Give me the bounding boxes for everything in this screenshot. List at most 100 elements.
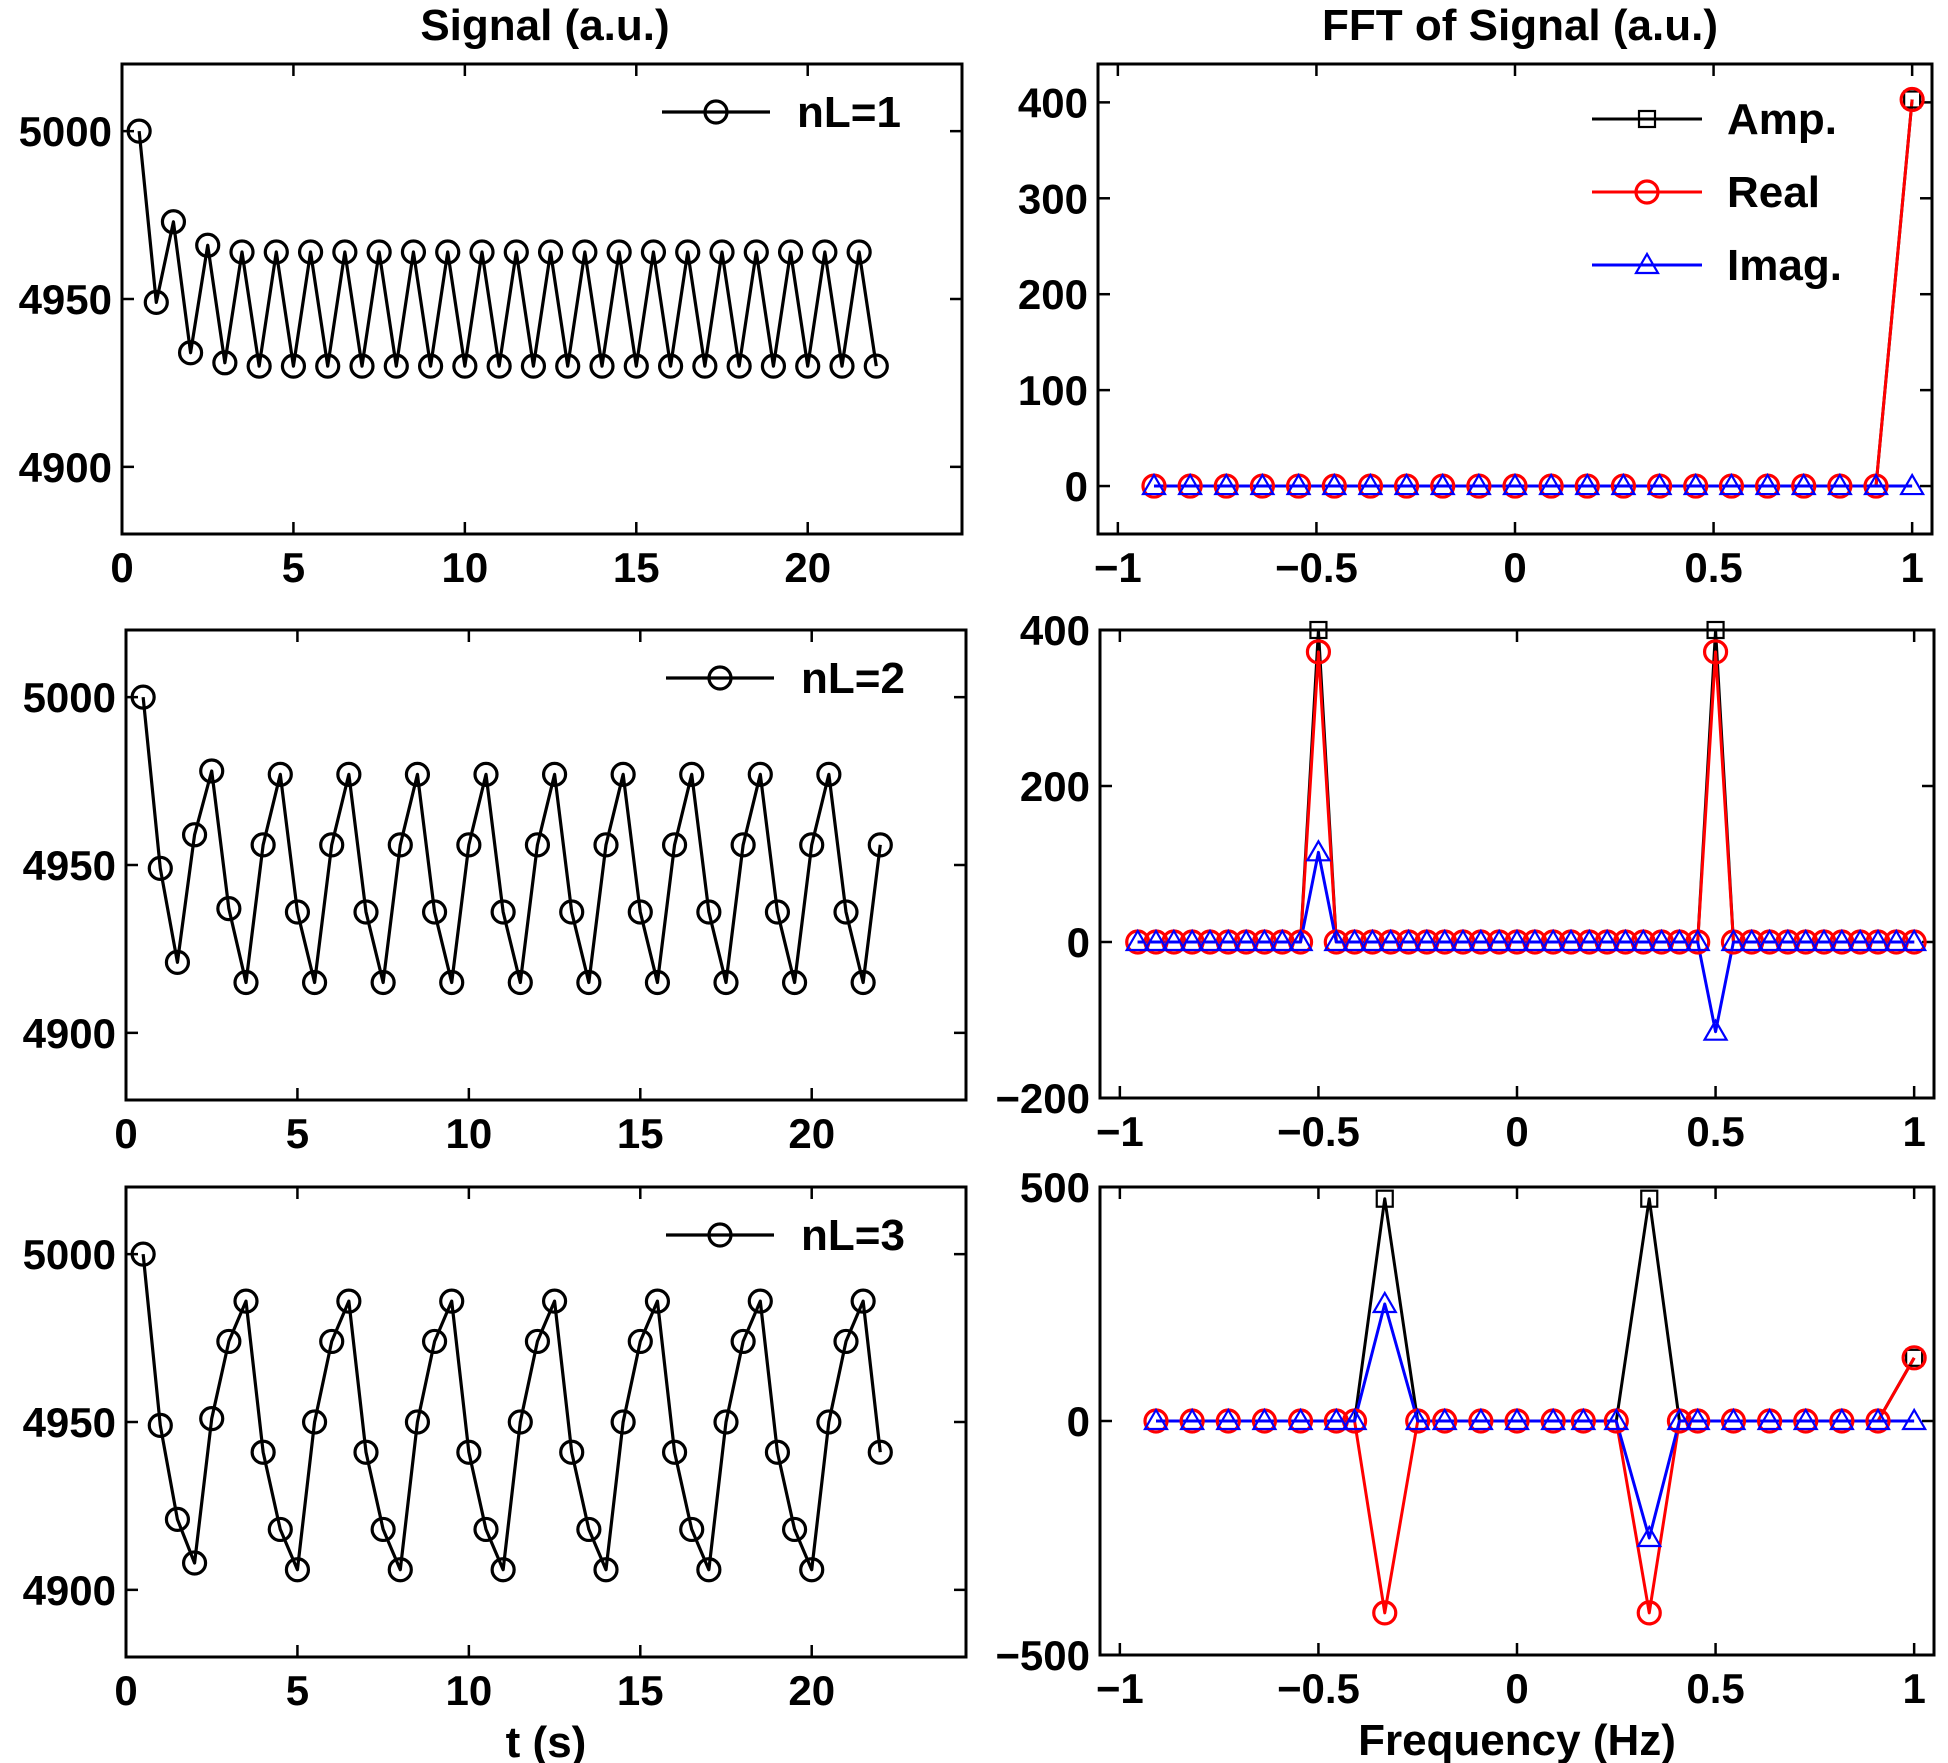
y-tick-label: −200 bbox=[995, 1075, 1090, 1122]
data-point bbox=[644, 969, 671, 996]
data-point-Imag. bbox=[1213, 472, 1240, 496]
data-point bbox=[319, 1328, 345, 1355]
panel-fft3: −1 −0.5 0 0.5 1 −500 0 500 Frequency (Hz) bbox=[995, 1164, 1936, 1763]
x-tick-label: 0 bbox=[114, 1110, 137, 1157]
y-tick-label: 500 bbox=[1020, 1164, 1090, 1211]
data-point-Imag. bbox=[1646, 472, 1673, 496]
data-point bbox=[537, 239, 564, 265]
y-tick-label: 4950 bbox=[23, 1399, 116, 1446]
data-point bbox=[850, 969, 876, 996]
data-point-Imag. bbox=[1141, 472, 1167, 496]
data-point-Imag. bbox=[1666, 1407, 1693, 1431]
x-tick-label: 20 bbox=[788, 1667, 835, 1714]
y-tick-label: 5000 bbox=[23, 1231, 116, 1278]
data-point-Imag. bbox=[1177, 472, 1204, 496]
legend-marker bbox=[1634, 251, 1660, 275]
data-point bbox=[777, 239, 804, 265]
series-line-Real bbox=[1155, 1357, 1916, 1615]
data-point bbox=[421, 899, 448, 925]
data-point bbox=[250, 1439, 276, 1465]
series-line-Real bbox=[1137, 650, 1915, 944]
data-point bbox=[640, 239, 667, 265]
axes-box bbox=[1098, 628, 1936, 1100]
y-tick-label: 300 bbox=[1018, 175, 1088, 222]
data-point bbox=[319, 832, 345, 858]
x-tick-label: −1 bbox=[1096, 1665, 1144, 1712]
data-point bbox=[867, 832, 893, 858]
data-point bbox=[623, 353, 649, 379]
y-tick-label: 400 bbox=[1020, 607, 1090, 654]
data-point bbox=[781, 969, 808, 996]
x-tick-label: 0.5 bbox=[1684, 544, 1742, 591]
data-point bbox=[524, 1328, 551, 1355]
data-point bbox=[593, 1557, 619, 1583]
data-point bbox=[713, 969, 739, 996]
data-point bbox=[867, 1439, 893, 1465]
data-point-Imag. bbox=[1826, 472, 1853, 496]
data-point-Imag. bbox=[1305, 839, 1332, 862]
data-point bbox=[366, 239, 392, 265]
data-point bbox=[833, 899, 859, 925]
data-point bbox=[606, 239, 632, 265]
x-tick-label: 0 bbox=[110, 544, 133, 591]
data-point-Imag. bbox=[1899, 472, 1926, 496]
series-line-Imag. bbox=[1137, 850, 1915, 1034]
data-point-Imag. bbox=[1179, 1407, 1206, 1431]
panel-fft1: −1 −0.5 0 0.5 1 0 100 200 300 400 Amp. Real Imag. bbox=[1018, 62, 1934, 591]
data-point bbox=[456, 1439, 482, 1465]
y-tick-label: 400 bbox=[1018, 79, 1088, 126]
data-point bbox=[229, 239, 255, 265]
data-point-Imag. bbox=[1413, 928, 1440, 952]
data-point bbox=[747, 1288, 773, 1314]
y-tick-label: 0 bbox=[1067, 1398, 1090, 1445]
data-point bbox=[576, 1516, 602, 1543]
x-tick-label: 0.5 bbox=[1686, 1108, 1744, 1155]
data-point-Imag. bbox=[1790, 472, 1817, 496]
data-point-Imag. bbox=[1811, 928, 1837, 952]
x-tick-label: 5 bbox=[282, 544, 305, 591]
data-point bbox=[387, 1557, 413, 1583]
data-point-Imag. bbox=[1636, 1524, 1663, 1548]
data-point-Real bbox=[1636, 1600, 1662, 1626]
data-point-Imag. bbox=[1540, 1407, 1567, 1431]
data-point-Imag. bbox=[1467, 928, 1494, 952]
data-point-Imag. bbox=[1792, 928, 1819, 952]
y-tick-label: 4900 bbox=[19, 444, 112, 491]
data-point bbox=[246, 353, 272, 379]
data-point bbox=[349, 353, 375, 379]
data-point-Amp. bbox=[1640, 1189, 1659, 1208]
data-point bbox=[370, 1516, 396, 1543]
data-point-Imag. bbox=[1215, 1407, 1242, 1431]
data-point bbox=[297, 239, 324, 265]
data-point-Imag. bbox=[1828, 928, 1855, 952]
legend-label: nL=3 bbox=[801, 1211, 905, 1260]
data-point bbox=[452, 353, 478, 379]
data-point bbox=[661, 832, 688, 858]
data-point-Imag. bbox=[1341, 1407, 1368, 1431]
data-point bbox=[743, 239, 769, 265]
data-point bbox=[816, 1409, 842, 1435]
data-point-Imag. bbox=[1540, 928, 1567, 952]
data-point-Imag. bbox=[1287, 928, 1314, 952]
data-point-Imag. bbox=[1395, 928, 1422, 952]
x-tick-label: 15 bbox=[617, 1667, 664, 1714]
x-tick-label: 1 bbox=[1902, 1108, 1925, 1155]
data-point-Imag. bbox=[1377, 928, 1404, 952]
data-point-Amp. bbox=[1706, 620, 1725, 640]
data-point-Imag. bbox=[1359, 928, 1386, 952]
legend-label: Real bbox=[1727, 168, 1820, 217]
y-tick-label: 200 bbox=[1018, 271, 1088, 318]
data-point-Imag. bbox=[1574, 472, 1601, 496]
data-point bbox=[709, 239, 735, 265]
x-tick-label: −0.5 bbox=[1277, 1108, 1360, 1155]
x-tick-label: 1 bbox=[1900, 544, 1923, 591]
data-point bbox=[799, 1557, 825, 1583]
data-point bbox=[559, 899, 585, 925]
data-point-Imag. bbox=[1323, 1407, 1350, 1431]
x-tick-label: −1 bbox=[1094, 544, 1142, 591]
data-point bbox=[679, 761, 705, 787]
data-point bbox=[816, 761, 842, 787]
data-point bbox=[130, 684, 156, 710]
data-point bbox=[541, 1288, 568, 1314]
